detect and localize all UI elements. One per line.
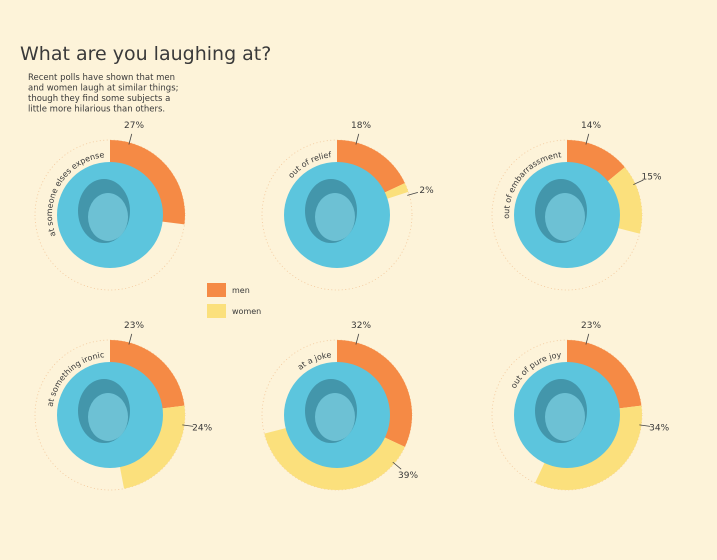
- title: What are you laughing at?: [20, 43, 271, 65]
- value-label: 27%: [124, 121, 144, 131]
- label-leader: [128, 333, 133, 345]
- value-label: 34%: [649, 424, 669, 434]
- photo-face: [545, 393, 585, 441]
- description-line: though they find some subjects a: [28, 94, 170, 104]
- photo-face: [88, 193, 128, 241]
- value-label: 23%: [581, 321, 601, 331]
- label-leader: [128, 133, 133, 145]
- label-leader: [585, 333, 590, 345]
- radial-chart: 23%34%out of pure joy: [491, 321, 670, 491]
- label-leader: [633, 179, 644, 185]
- value-label: 32%: [351, 321, 371, 331]
- value-label: 39%: [398, 471, 418, 481]
- legend-label: men: [232, 286, 250, 295]
- radial-chart: 32%39%at a joke: [261, 321, 418, 491]
- description-line: little more hilarious than others.: [28, 105, 165, 115]
- photo-face: [88, 393, 128, 441]
- legend-label: women: [232, 307, 261, 316]
- value-label: 2%: [419, 186, 434, 196]
- label-leader: [639, 424, 651, 427]
- legend-swatch: [207, 283, 226, 297]
- radial-chart: 14%15%out of embarrassment: [491, 121, 662, 291]
- label-leader: [407, 192, 419, 196]
- value-label: 24%: [192, 424, 212, 434]
- outer-ring: [261, 139, 413, 291]
- legend-swatch: [207, 304, 226, 318]
- description-line: and women laugh at similar things;: [28, 84, 179, 94]
- value-label: 15%: [642, 172, 662, 182]
- label-leader: [355, 133, 360, 145]
- label-leader: [182, 424, 194, 427]
- radial-chart: 18%2%out of relief: [261, 121, 434, 291]
- legend: men women: [207, 283, 261, 318]
- value-label: 14%: [581, 121, 601, 131]
- photo-face: [545, 193, 585, 241]
- label-leader: [392, 461, 402, 470]
- value-label: 23%: [124, 321, 144, 331]
- radial-chart: 23%24%at something ironic: [34, 321, 213, 491]
- label-leader: [355, 333, 360, 345]
- value-label: 18%: [351, 121, 371, 131]
- photo-face: [315, 393, 355, 441]
- photo-face: [315, 193, 355, 241]
- label-leader: [585, 133, 590, 145]
- description-line: Recent polls have shown that men: [28, 73, 175, 83]
